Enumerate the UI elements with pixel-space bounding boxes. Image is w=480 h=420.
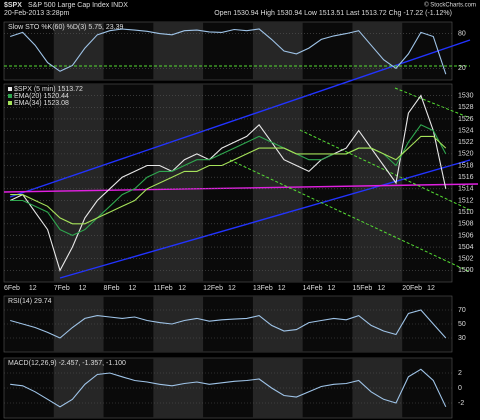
y-tick-label: 1530 <box>458 92 474 99</box>
panel-title: MACD(12,26,9) -2.457, -1.357, -1.100 <box>8 360 126 367</box>
day-band <box>352 296 403 352</box>
day-band <box>352 22 403 80</box>
x-tick-label: 12 <box>128 285 136 292</box>
legend-label: EMA(34) 1523.08 <box>14 100 69 107</box>
y-tick-label: 1506 <box>458 232 474 239</box>
y-tick-label: 1514 <box>458 186 474 193</box>
y-tick-label: -2 <box>458 400 464 407</box>
y-tick-label: 30 <box>458 335 466 342</box>
x-tick-label: 12 <box>427 285 435 292</box>
credit: © StockCharts.com <box>424 2 476 9</box>
x-tick-label: 12 <box>228 285 236 292</box>
y-tick-label: 1526 <box>458 116 474 123</box>
y-tick-label: 1502 <box>458 256 474 263</box>
day-bands <box>3 21 453 419</box>
legend-swatch <box>8 87 12 91</box>
index-name: S&P 500 Large Cap Index INDX <box>28 2 128 9</box>
y-tick-label: 1524 <box>458 127 474 134</box>
dashed-line <box>229 159 471 273</box>
legend-label: EMA(20) 1520.44 <box>14 93 69 100</box>
y-tick-label: 1520 <box>458 151 474 158</box>
day-band <box>352 358 403 418</box>
symbol: $SPX <box>4 2 22 9</box>
day-band <box>53 84 104 282</box>
y-tick-label: 1522 <box>458 139 474 146</box>
line-series <box>9 94 447 272</box>
day-band <box>53 296 104 352</box>
panel-title: RSI(14) 29.74 <box>8 298 52 305</box>
day-band <box>252 22 303 80</box>
y-tick-label: 1508 <box>458 221 474 228</box>
y-tick-label: 1510 <box>458 209 474 216</box>
x-tick-label: 11Feb <box>153 285 172 292</box>
x-tick-label: 8Feb <box>104 285 120 292</box>
panel-title: Slow STO %K(60) %D(3) 5.75, 23.39 <box>8 24 124 31</box>
date: 20-Feb-2013 3:28pm <box>4 10 70 17</box>
x-tick-label: 12 <box>377 285 385 292</box>
x-tick-label: 12 <box>178 285 186 292</box>
y-tick-label: 70 <box>458 307 466 314</box>
x-tick-label: 12 <box>328 285 336 292</box>
x-tick-label: 15Feb <box>352 285 372 292</box>
y-tick-label: 50 <box>458 321 466 328</box>
x-tick-label: 20Feb <box>402 285 422 292</box>
x-tick-label: 13Feb <box>253 285 273 292</box>
y-tick-label: 1500 <box>458 267 474 274</box>
dashed-line <box>299 129 471 211</box>
y-tick-label: 80 <box>458 30 466 37</box>
day-band <box>53 358 104 418</box>
x-tick-label: 14Feb <box>303 285 323 292</box>
x-tick-label: 6Feb <box>4 285 20 292</box>
y-tick-label: 1504 <box>458 244 474 251</box>
legend-swatch <box>8 94 12 98</box>
y-tick-label: 2 <box>458 370 462 377</box>
legend-swatch <box>8 101 12 105</box>
day-band <box>153 22 204 80</box>
y-tick-label: 1512 <box>458 197 474 204</box>
legend-label: $SPX (5 min) 1513.72 <box>14 86 83 93</box>
y-tick-label: 1518 <box>458 162 474 169</box>
x-tick-label: 12Feb <box>203 285 223 292</box>
line-series <box>10 368 447 408</box>
y-tick-label: 20 <box>458 65 466 72</box>
x-tick-label: 12 <box>278 285 286 292</box>
y-tick-label: 1528 <box>458 104 474 111</box>
day-band <box>352 84 403 282</box>
dashed-line <box>394 87 471 119</box>
day-band <box>252 84 303 282</box>
y-tick-label: 0 <box>458 385 462 392</box>
channel-line <box>59 159 471 279</box>
quote: Open 1530.94 High 1530.94 Low 1513.51 La… <box>214 10 452 17</box>
line-series <box>10 28 447 75</box>
x-tick-label: 12 <box>29 285 37 292</box>
y-tick-label: 1516 <box>458 174 474 181</box>
line-series <box>10 309 447 339</box>
x-tick-label: 7Feb <box>54 285 70 292</box>
x-tick-label: 12 <box>79 285 87 292</box>
support-line <box>3 183 479 193</box>
line-series <box>10 135 447 225</box>
